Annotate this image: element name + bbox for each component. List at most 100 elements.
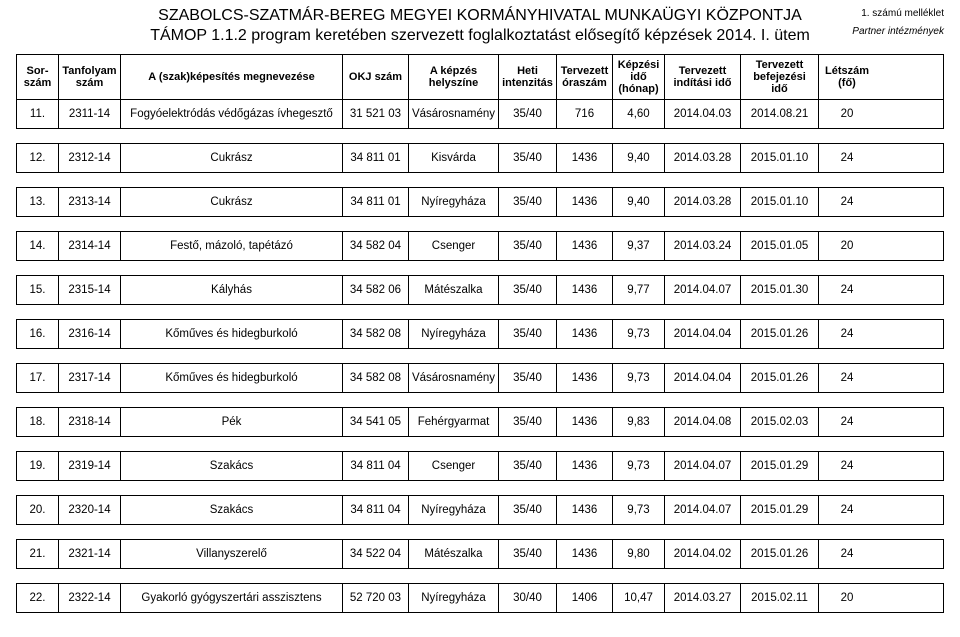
table-header: Sor- szám Tanfolyam szám A (szak)képesít… [16, 54, 944, 100]
cell-name: Cukrász [121, 188, 343, 216]
cell-tanf: 2319-14 [59, 452, 121, 480]
cell-okj: 34 522 04 [343, 540, 409, 568]
cell-ora: 1436 [557, 452, 613, 480]
cell-name: Kőműves és hidegburkoló [121, 364, 343, 392]
table-row: 12.2312-14Cukrász34 811 01Kisvárda35/401… [16, 143, 944, 173]
cell-let: 20 [819, 100, 875, 128]
cell-hely: Csenger [409, 232, 499, 260]
cell-ora: 1436 [557, 540, 613, 568]
cell-let: 24 [819, 276, 875, 304]
table-row: 19.2319-14Szakács34 811 04Csenger35/4014… [16, 451, 944, 481]
cell-ora: 1436 [557, 232, 613, 260]
cell-ind: 2014.04.07 [665, 276, 741, 304]
title-line-2: TÁMOP 1.1.2 program keretében szervezett… [150, 27, 810, 44]
cell-name: Kályhás [121, 276, 343, 304]
cell-name: Gyakorló gyógyszertári asszisztens [121, 584, 343, 612]
cell-heti: 35/40 [499, 452, 557, 480]
cell-heti: 35/40 [499, 276, 557, 304]
cell-kepz: 9,80 [613, 540, 665, 568]
cell-ind: 2014.03.28 [665, 188, 741, 216]
cell-heti: 35/40 [499, 408, 557, 436]
col-sor: Sor- szám [17, 55, 59, 99]
cell-bef: 2015.01.26 [741, 540, 819, 568]
cell-kepz: 4,60 [613, 100, 665, 128]
cell-ind: 2014.04.04 [665, 320, 741, 348]
cell-ind: 2014.04.03 [665, 100, 741, 128]
col-bef: Tervezett befejezési idő [741, 55, 819, 99]
document-header: SZABOLCS-SZATMÁR-BEREG MEGYEI KORMÁNYHIV… [16, 6, 944, 46]
cell-okj: 34 541 05 [343, 408, 409, 436]
col-kepz: Képzési idő (hónap) [613, 55, 665, 99]
table-row: 17.2317-14Kőműves és hidegburkoló34 582 … [16, 363, 944, 393]
cell-bef: 2015.01.26 [741, 364, 819, 392]
cell-heti: 35/40 [499, 540, 557, 568]
cell-heti: 35/40 [499, 144, 557, 172]
cell-let: 24 [819, 540, 875, 568]
cell-ind: 2014.04.07 [665, 496, 741, 524]
cell-sor: 21. [17, 540, 59, 568]
cell-ora: 1436 [557, 144, 613, 172]
cell-ind: 2014.03.27 [665, 584, 741, 612]
cell-name: Szakács [121, 496, 343, 524]
cell-okj: 34 582 04 [343, 232, 409, 260]
cell-name: Szakács [121, 452, 343, 480]
cell-sor: 13. [17, 188, 59, 216]
cell-tanf: 2314-14 [59, 232, 121, 260]
cell-heti: 35/40 [499, 100, 557, 128]
cell-let: 24 [819, 364, 875, 392]
cell-tanf: 2312-14 [59, 144, 121, 172]
col-tanf: Tanfolyam szám [59, 55, 121, 99]
cell-heti: 35/40 [499, 232, 557, 260]
cell-ora: 1406 [557, 584, 613, 612]
title-line-1: SZABOLCS-SZATMÁR-BEREG MEGYEI KORMÁNYHIV… [158, 7, 802, 24]
cell-heti: 35/40 [499, 496, 557, 524]
cell-kepz: 9,40 [613, 144, 665, 172]
table-row: 20.2320-14Szakács34 811 04Nyíregyháza35/… [16, 495, 944, 525]
cell-kepz: 9,77 [613, 276, 665, 304]
cell-heti: 35/40 [499, 364, 557, 392]
cell-name: Villanyszerelő [121, 540, 343, 568]
cell-kepz: 9,37 [613, 232, 665, 260]
cell-sor: 12. [17, 144, 59, 172]
partner-label: Partner intézmények [852, 26, 944, 37]
cell-sor: 11. [17, 100, 59, 128]
cell-bef: 2015.01.05 [741, 232, 819, 260]
cell-let: 24 [819, 188, 875, 216]
cell-hely: Csenger [409, 452, 499, 480]
cell-let: 24 [819, 496, 875, 524]
cell-okj: 34 582 08 [343, 364, 409, 392]
table-row: 14.2314-14Festő, mázoló, tapétázó34 582 … [16, 231, 944, 261]
cell-let: 24 [819, 144, 875, 172]
cell-ora: 716 [557, 100, 613, 128]
cell-bef: 2015.02.11 [741, 584, 819, 612]
cell-hely: Nyíregyháza [409, 188, 499, 216]
col-heti: Heti intenzitás [499, 55, 557, 99]
cell-kepz: 9,83 [613, 408, 665, 436]
cell-okj: 34 811 01 [343, 188, 409, 216]
cell-let: 24 [819, 408, 875, 436]
cell-bef: 2014.08.21 [741, 100, 819, 128]
cell-tanf: 2318-14 [59, 408, 121, 436]
cell-tanf: 2311-14 [59, 100, 121, 128]
cell-hely: Fehérgyarmat [409, 408, 499, 436]
cell-sor: 19. [17, 452, 59, 480]
cell-hely: Mátészalka [409, 276, 499, 304]
cell-let: 20 [819, 584, 875, 612]
col-okj: OKJ szám [343, 55, 409, 99]
table-body: 11.2311-14Fogyóelektródás védőgázas ívhe… [16, 100, 944, 613]
cell-hely: Vásárosnamény [409, 100, 499, 128]
cell-hely: Kisvárda [409, 144, 499, 172]
cell-sor: 14. [17, 232, 59, 260]
cell-okj: 31 521 03 [343, 100, 409, 128]
cell-sor: 17. [17, 364, 59, 392]
cell-ind: 2014.04.04 [665, 364, 741, 392]
table-row: 11.2311-14Fogyóelektródás védőgázas ívhe… [16, 100, 944, 129]
cell-name: Pék [121, 408, 343, 436]
cell-name: Cukrász [121, 144, 343, 172]
annex-label: 1. számú melléklet [861, 8, 944, 19]
table-row: 13.2313-14Cukrász34 811 01Nyíregyháza35/… [16, 187, 944, 217]
cell-kepz: 9,40 [613, 188, 665, 216]
cell-kepz: 9,73 [613, 452, 665, 480]
cell-let: 24 [819, 452, 875, 480]
cell-okj: 34 582 06 [343, 276, 409, 304]
